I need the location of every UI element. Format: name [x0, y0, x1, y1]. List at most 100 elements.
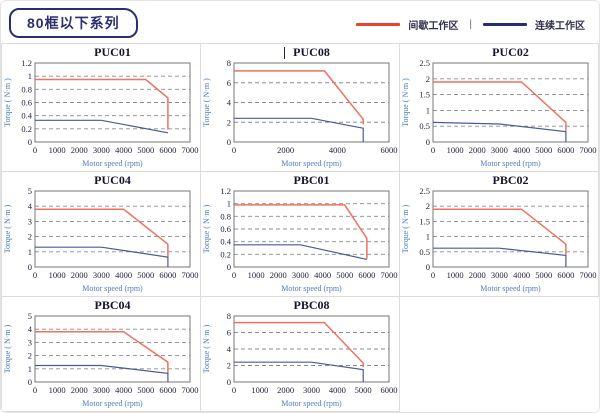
x-tick-label: 4000 [513, 145, 530, 155]
x-tick-label: 3000 [93, 145, 110, 155]
x-tick-label: 0 [431, 145, 435, 155]
y-axis-label: Torque ( N·m ) [3, 324, 12, 373]
y-tick-label: 0 [28, 137, 32, 147]
y-axis-label: Torque ( N·m ) [202, 78, 211, 127]
y-tick-label: 2 [227, 361, 231, 371]
chart-title: PBC04 [95, 298, 131, 312]
x-tick-label: 0 [33, 270, 37, 280]
x-tick-label: 4000 [115, 145, 132, 155]
series-line-intermittent [35, 331, 169, 374]
x-tick-label: 2000 [71, 270, 88, 280]
chart-svg: 0 2 4 6 8 0 1000 2000 3000 4000 5000 6000 PBC08 Motor… [202, 298, 398, 408]
series-line-continuous [234, 117, 364, 142]
chart-title: PBC01 [294, 173, 330, 187]
y-tick-label: 5 [28, 311, 32, 321]
y-tick-label: 1.5 [419, 216, 430, 226]
x-tick-label: 0 [232, 145, 236, 155]
x-tick-label: 1000 [49, 385, 66, 395]
x-tick-label: 6000 [557, 145, 574, 155]
legend-label-continuous: 连续工作区 [535, 20, 585, 32]
x-tick-label: 3000 [93, 385, 110, 395]
x-tick-label: 1000 [49, 270, 66, 280]
series-title-badge: 80框以下系列 [9, 8, 138, 38]
x-tick-label: 0 [33, 385, 37, 395]
x-axis-label: Motor speed (rpm) [82, 159, 143, 168]
series-line-intermittent [234, 204, 368, 259]
x-tick-label: 1000 [248, 270, 265, 280]
chart-title: PUC04 [94, 173, 131, 187]
x-tick-label: 4000 [115, 270, 132, 280]
y-tick-label: 2.5 [419, 58, 430, 68]
y-tick-label: 1 [28, 247, 32, 257]
chart-svg: 0 0.2 0.4 0.6 0.8 1 1.2 0 1000 2000 3000 4000 5000 60… [202, 173, 398, 293]
x-tick-label: 2000 [71, 385, 88, 395]
x-tick-label: 1000 [447, 145, 464, 155]
y-tick-label: 1 [426, 232, 430, 242]
chart-pbc01: 0 0.2 0.4 0.6 0.8 1 1.2 0 1000 2000 3000 4000 5000 60… [201, 172, 400, 297]
x-tick-label: 3000 [93, 270, 110, 280]
intermittent-line-swatch [356, 22, 401, 26]
chart-svg: 0 0.5 1 1.5 2 2.5 0 1000 2000 3000 4000 5000 6000 700… [401, 173, 597, 293]
x-tick-label: 7000 [580, 145, 597, 155]
y-tick-label: 0.4 [220, 237, 231, 247]
x-axis-label: Motor speed (rpm) [480, 159, 541, 168]
y-tick-label: 2 [28, 351, 32, 361]
series-line-intermittent [35, 208, 169, 258]
chart-pbc04: 0 1 2 3 4 5 0 1000 2000 3000 4000 5000 6000 7000 PBC04… [2, 297, 201, 412]
x-tick-label: 2000 [277, 385, 294, 395]
chart-svg: 0 0.2 0.4 0.6 0.8 1 1.2 0 1000 2000 3000 4000 5000 60… [3, 45, 199, 168]
y-tick-label: 6 [227, 78, 231, 88]
y-tick-label: 0.2 [21, 124, 32, 134]
series-line-continuous [234, 244, 368, 260]
y-tick-label: 1.2 [220, 186, 231, 196]
plot-border [34, 190, 191, 268]
series-line-intermittent [35, 78, 169, 130]
chart-puc08: 0 2 4 6 8 0 2000 4000 6000 PUC08 Motor speed (rpm)… [201, 44, 400, 172]
y-axis-label: Torque ( N·m ) [202, 324, 211, 373]
y-tick-label: 1 [227, 199, 231, 209]
x-tick-label: 4000 [314, 270, 331, 280]
y-tick-label: 0 [227, 377, 231, 387]
x-tick-label: 2000 [277, 145, 294, 155]
chart-svg: 0 1 2 3 4 5 0 1000 2000 3000 4000 5000 6000 7000 PBC04… [3, 298, 199, 408]
legend-separator: | [469, 18, 472, 30]
x-tick-label: 5000 [137, 385, 154, 395]
x-tick-label: 4000 [329, 145, 346, 155]
y-tick-label: 0 [28, 262, 32, 272]
x-axis-label: Motor speed (rpm) [281, 159, 342, 168]
chart-svg: 0 2 4 6 8 0 2000 4000 6000 PUC08 Motor speed (rpm)… [202, 45, 398, 168]
chart-pbc02: 0 0.5 1 1.5 2 2.5 0 1000 2000 3000 4000 5000 6000 700… [400, 172, 599, 297]
x-tick-label: 2000 [71, 145, 88, 155]
series-line-intermittent [433, 81, 567, 131]
plot-border [432, 190, 589, 268]
x-tick-label: 3000 [292, 270, 309, 280]
series-line-continuous [35, 246, 169, 267]
chart-puc01: 0 0.2 0.4 0.6 0.8 1 1.2 0 1000 2000 3000 4000 5000 60… [2, 44, 201, 172]
y-axis-label: Torque ( N·m ) [401, 78, 410, 127]
legend: 间歇工作区 | 连续工作区 [356, 17, 585, 32]
y-tick-label: 2 [426, 201, 430, 211]
y-tick-label: 4 [227, 344, 232, 354]
y-tick-label: 0.5 [419, 121, 430, 131]
x-tick-label: 6000 [557, 270, 574, 280]
x-tick-label: 7000 [580, 270, 597, 280]
plot-border [34, 62, 191, 143]
continuous-line-swatch [483, 22, 527, 26]
y-tick-label: 0 [426, 262, 430, 272]
y-tick-label: 0.8 [220, 211, 231, 221]
y-tick-label: 0 [227, 137, 231, 147]
chart-title: PUC01 [94, 45, 131, 59]
y-tick-label: 3 [28, 216, 32, 226]
chart-puc04: 0 1 2 3 4 5 0 1000 2000 3000 4000 5000 6000 7000 PUC04… [2, 172, 201, 297]
y-tick-label: 1 [28, 364, 32, 374]
series-line-continuous [234, 361, 364, 382]
series-title-text: 80框以下系列 [27, 15, 120, 31]
y-tick-label: 4 [28, 201, 33, 211]
y-tick-label: 1 [28, 71, 32, 81]
chart-svg: 0 1 2 3 4 5 0 1000 2000 3000 4000 5000 6000 7000 PUC04… [3, 173, 199, 293]
chart-pbc08: 0 2 4 6 8 0 1000 2000 3000 4000 5000 6000 PBC08 Motor… [201, 297, 400, 412]
plot-border [432, 62, 589, 143]
x-axis-label: Motor speed (rpm) [281, 399, 342, 408]
x-tick-label: 6000 [159, 145, 176, 155]
